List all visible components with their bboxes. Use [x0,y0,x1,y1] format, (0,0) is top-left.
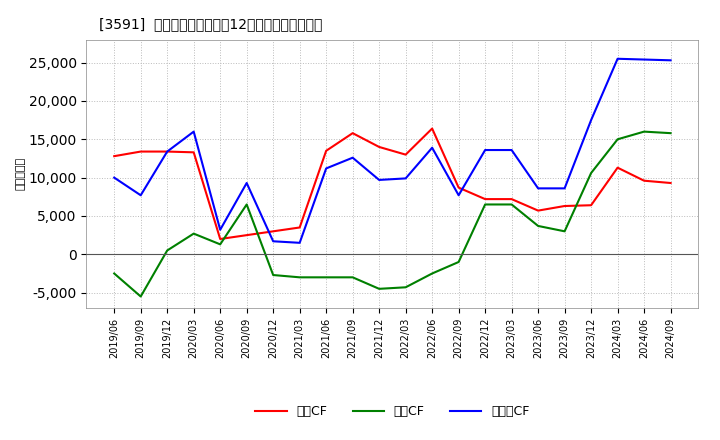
営業CF [508,197,516,202]
営業CF [587,202,595,208]
Legend: 営業CF, 投資CF, フリーCF: 営業CF, 投資CF, フリーCF [251,400,534,423]
フリーCF [136,193,145,198]
投資CF [587,170,595,176]
フリーCF [560,186,569,191]
投資CF [348,275,357,280]
営業CF [348,131,357,136]
投資CF [666,131,675,136]
Text: [3591]  キャッシュフローの12か月移動合計の推移: [3591] キャッシュフローの12か月移動合計の推移 [99,18,322,32]
投資CF [375,286,384,291]
営業CF [375,144,384,150]
Line: 投資CF: 投資CF [114,132,670,297]
投資CF [136,294,145,299]
営業CF [613,165,622,170]
フリーCF [110,175,119,180]
営業CF [454,185,463,190]
投資CF [508,202,516,207]
フリーCF [216,227,225,232]
フリーCF [481,147,490,153]
投資CF [534,224,542,229]
営業CF [401,152,410,157]
フリーCF [189,129,198,134]
フリーCF [534,186,542,191]
Line: 営業CF: 営業CF [114,128,670,239]
営業CF [560,203,569,209]
投資CF [243,202,251,207]
投資CF [110,271,119,276]
フリーCF [613,56,622,62]
フリーCF [666,58,675,63]
フリーCF [587,117,595,123]
営業CF [216,236,225,242]
投資CF [613,137,622,142]
フリーCF [640,57,649,62]
投資CF [640,129,649,134]
営業CF [322,148,330,154]
投資CF [560,229,569,234]
投資CF [163,248,171,253]
フリーCF [243,180,251,186]
営業CF [481,197,490,202]
営業CF [640,178,649,183]
投資CF [401,285,410,290]
フリーCF [454,193,463,198]
営業CF [110,154,119,159]
投資CF [189,231,198,236]
営業CF [428,126,436,131]
投資CF [295,275,304,280]
営業CF [136,149,145,154]
投資CF [216,242,225,247]
Line: フリーCF: フリーCF [114,59,670,243]
投資CF [428,271,436,276]
フリーCF [401,176,410,181]
投資CF [322,275,330,280]
営業CF [163,149,171,154]
投資CF [269,272,277,278]
フリーCF [269,238,277,244]
フリーCF [163,149,171,154]
営業CF [534,208,542,213]
投資CF [481,202,490,207]
営業CF [666,180,675,186]
営業CF [189,150,198,155]
営業CF [243,232,251,238]
営業CF [269,229,277,234]
フリーCF [322,166,330,171]
フリーCF [508,147,516,153]
フリーCF [295,240,304,246]
投資CF [454,259,463,264]
営業CF [295,225,304,230]
フリーCF [428,145,436,150]
Y-axis label: （百万円）: （百万円） [16,157,26,191]
フリーCF [348,155,357,160]
フリーCF [375,177,384,183]
